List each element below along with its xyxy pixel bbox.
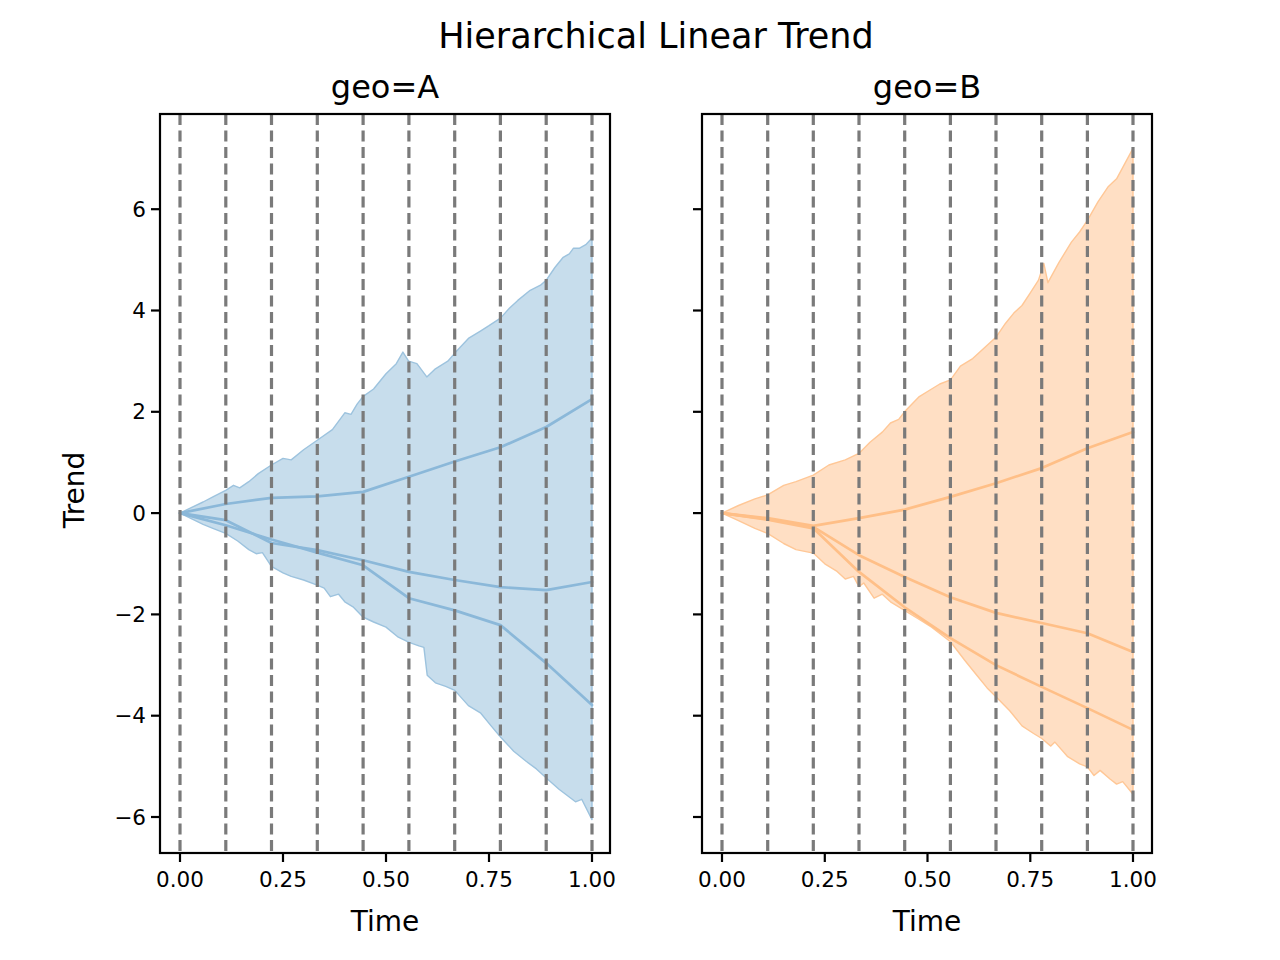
y-tick-label: 6 — [132, 197, 146, 222]
x-tick-label: 0.75 — [1006, 867, 1054, 892]
x-axis-label-geo-a: Time — [160, 908, 610, 936]
x-tick-label: 0.00 — [698, 867, 746, 892]
subplot-geo-a: 0.000.250.500.751.006420−2−4−6 — [160, 114, 610, 853]
x-tick-label: 0.00 — [156, 867, 204, 892]
x-tick-label: 0.25 — [259, 867, 307, 892]
x-tick-label: 0.50 — [362, 867, 410, 892]
y-tick-label: −4 — [114, 703, 146, 728]
subplot-title-geo-b: geo=B — [702, 71, 1152, 103]
y-tick-label: 2 — [132, 399, 146, 424]
x-tick-label: 0.25 — [801, 867, 849, 892]
figure-title: Hierarchical Linear Trend — [16, 19, 1280, 54]
x-axis-label-geo-b: Time — [702, 908, 1152, 936]
y-tick-label: 4 — [132, 298, 146, 323]
y-axis-label: Trend — [61, 452, 89, 529]
plot-area-geo-a: 0.000.250.500.751.006420−2−4−6 — [160, 114, 610, 853]
uncertainty-band — [722, 148, 1133, 794]
x-tick-label: 1.00 — [1109, 867, 1157, 892]
x-tick-label: 1.00 — [568, 867, 616, 892]
x-tick-label: 0.75 — [465, 867, 513, 892]
y-tick-label: 0 — [132, 501, 146, 526]
plot-area-geo-b: 0.000.250.500.751.00 — [702, 114, 1152, 853]
y-tick-label: −6 — [114, 805, 146, 830]
matplotlib-figure: Hierarchical Linear Trend geo=A geo=B Tr… — [0, 0, 1280, 960]
y-tick-label: −2 — [114, 602, 146, 627]
subplot-title-geo-a: geo=A — [160, 71, 610, 103]
subplot-geo-b: 0.000.250.500.751.00 — [702, 114, 1152, 853]
x-tick-label: 0.50 — [904, 867, 952, 892]
